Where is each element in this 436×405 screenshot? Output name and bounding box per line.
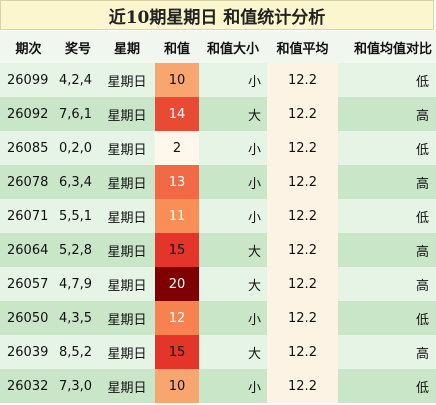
cell-compare: 高 xyxy=(338,165,436,199)
table-row: 26085 0,2,0 星期日 2 小 12.2 低 xyxy=(0,131,436,165)
cell-nums: 7,6,1 xyxy=(57,97,99,131)
cell-period: 26085 xyxy=(0,131,57,165)
cell-avg: 12.2 xyxy=(267,335,338,369)
cell-period: 26050 xyxy=(0,301,57,335)
table-body: 26099 4,2,4 星期日 10 小 12.2 低 26092 7,6,1 星期日 14 大 12.… xyxy=(0,63,436,403)
page-title: 近10期星期日 和值统计分析 xyxy=(0,0,434,30)
cell-period: 26092 xyxy=(0,97,57,131)
cell-weekday: 星期日 xyxy=(99,301,155,335)
cell-weekday: 星期日 xyxy=(99,233,155,267)
header-avg: 和值平均 xyxy=(267,31,338,63)
cell-avg: 12.2 xyxy=(267,131,338,165)
cell-period: 26057 xyxy=(0,267,57,301)
cell-weekday: 星期日 xyxy=(99,369,155,403)
cell-period: 26064 xyxy=(0,233,57,267)
cell-compare: 高 xyxy=(338,267,436,301)
cell-compare: 高 xyxy=(338,233,436,267)
cell-avg: 12.2 xyxy=(267,97,338,131)
cell-period: 26078 xyxy=(0,165,57,199)
cell-size: 小 xyxy=(199,369,267,403)
cell-avg: 12.2 xyxy=(267,165,338,199)
cell-nums: 4,3,5 xyxy=(57,301,99,335)
cell-period: 26071 xyxy=(0,199,57,233)
cell-nums: 0,2,0 xyxy=(57,131,99,165)
cell-compare: 高 xyxy=(338,335,436,369)
cell-avg: 12.2 xyxy=(267,63,338,97)
table-row: 26039 8,5,2 星期日 15 大 12.2 高 xyxy=(0,335,436,369)
cell-weekday: 星期日 xyxy=(99,335,155,369)
header-size: 和值大小 xyxy=(199,31,267,63)
cell-avg: 12.2 xyxy=(267,199,338,233)
cell-size: 大 xyxy=(199,233,267,267)
cell-size: 小 xyxy=(199,165,267,199)
cell-sum: 15 xyxy=(155,233,199,267)
cell-nums: 6,3,4 xyxy=(57,165,99,199)
cell-nums: 8,5,2 xyxy=(57,335,99,369)
cell-sum: 20 xyxy=(155,267,199,301)
cell-weekday: 星期日 xyxy=(99,267,155,301)
cell-weekday: 星期日 xyxy=(99,131,155,165)
cell-avg: 12.2 xyxy=(267,369,338,403)
cell-avg: 12.2 xyxy=(267,233,338,267)
cell-nums: 4,7,9 xyxy=(57,267,99,301)
table-row: 26032 7,3,0 星期日 10 小 12.2 低 xyxy=(0,369,436,403)
table-row: 26071 5,5,1 星期日 11 小 12.2 低 xyxy=(0,199,436,233)
cell-compare: 低 xyxy=(338,131,436,165)
cell-size: 小 xyxy=(199,131,267,165)
cell-period: 26032 xyxy=(0,369,57,403)
cell-weekday: 星期日 xyxy=(99,165,155,199)
table-row: 26099 4,2,4 星期日 10 小 12.2 低 xyxy=(0,63,436,97)
cell-weekday: 星期日 xyxy=(99,97,155,131)
table-row: 26078 6,3,4 星期日 13 小 12.2 高 xyxy=(0,165,436,199)
table-row: 26057 4,7,9 星期日 20 大 12.2 高 xyxy=(0,267,436,301)
cell-sum: 13 xyxy=(155,165,199,199)
cell-size: 大 xyxy=(199,267,267,301)
cell-avg: 12.2 xyxy=(267,267,338,301)
cell-sum: 11 xyxy=(155,199,199,233)
cell-period: 26039 xyxy=(0,335,57,369)
cell-sum: 10 xyxy=(155,63,199,97)
cell-size: 大 xyxy=(199,335,267,369)
header-row: 期次 奖号 星期 和值 和值大小 和值平均 和值均值对比 xyxy=(0,31,436,63)
table-row: 26050 4,3,5 星期日 12 小 12.2 低 xyxy=(0,301,436,335)
cell-compare: 低 xyxy=(338,301,436,335)
cell-compare: 低 xyxy=(338,63,436,97)
cell-nums: 5,2,8 xyxy=(57,233,99,267)
header-compare: 和值均值对比 xyxy=(338,31,436,63)
cell-compare: 低 xyxy=(338,199,436,233)
cell-size: 小 xyxy=(199,301,267,335)
cell-sum: 14 xyxy=(155,97,199,131)
cell-period: 26099 xyxy=(0,63,57,97)
cell-size: 小 xyxy=(199,63,267,97)
cell-sum: 12 xyxy=(155,301,199,335)
cell-compare: 低 xyxy=(338,369,436,403)
cell-weekday: 星期日 xyxy=(99,63,155,97)
table-row: 26092 7,6,1 星期日 14 大 12.2 高 xyxy=(0,97,436,131)
cell-nums: 7,3,0 xyxy=(57,369,99,403)
header-nums: 奖号 xyxy=(57,31,99,63)
cell-sum: 15 xyxy=(155,335,199,369)
cell-size: 大 xyxy=(199,97,267,131)
cell-size: 小 xyxy=(199,199,267,233)
cell-sum: 10 xyxy=(155,369,199,403)
cell-nums: 4,2,4 xyxy=(57,63,99,97)
cell-nums: 5,5,1 xyxy=(57,199,99,233)
cell-avg: 12.2 xyxy=(267,301,338,335)
stats-table: 期次 奖号 星期 和值 和值大小 和值平均 和值均值对比 26099 4,2,4 星… xyxy=(0,31,436,403)
table-row: 26064 5,2,8 星期日 15 大 12.2 高 xyxy=(0,233,436,267)
cell-weekday: 星期日 xyxy=(99,199,155,233)
cell-sum: 2 xyxy=(155,131,199,165)
header-sum: 和值 xyxy=(155,31,199,63)
header-weekday: 星期 xyxy=(99,31,155,63)
header-period: 期次 xyxy=(0,31,57,63)
cell-compare: 高 xyxy=(338,97,436,131)
